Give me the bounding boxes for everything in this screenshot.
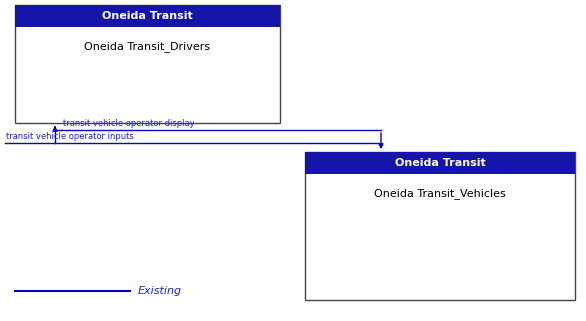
Bar bbox=[305, 152, 575, 174]
Bar bbox=[305, 152, 575, 300]
Text: Oneida Transit: Oneida Transit bbox=[102, 11, 193, 21]
Text: transit vehicle operator display: transit vehicle operator display bbox=[63, 119, 195, 128]
Bar bbox=[15, 5, 280, 123]
Text: Oneida Transit_Drivers: Oneida Transit_Drivers bbox=[84, 41, 210, 52]
Text: Oneida Transit_Vehicles: Oneida Transit_Vehicles bbox=[374, 188, 506, 199]
Text: transit vehicle operator inputs: transit vehicle operator inputs bbox=[6, 132, 134, 141]
Text: Existing: Existing bbox=[138, 286, 182, 296]
Text: Oneida Transit: Oneida Transit bbox=[394, 158, 485, 168]
Bar bbox=[15, 5, 280, 27]
